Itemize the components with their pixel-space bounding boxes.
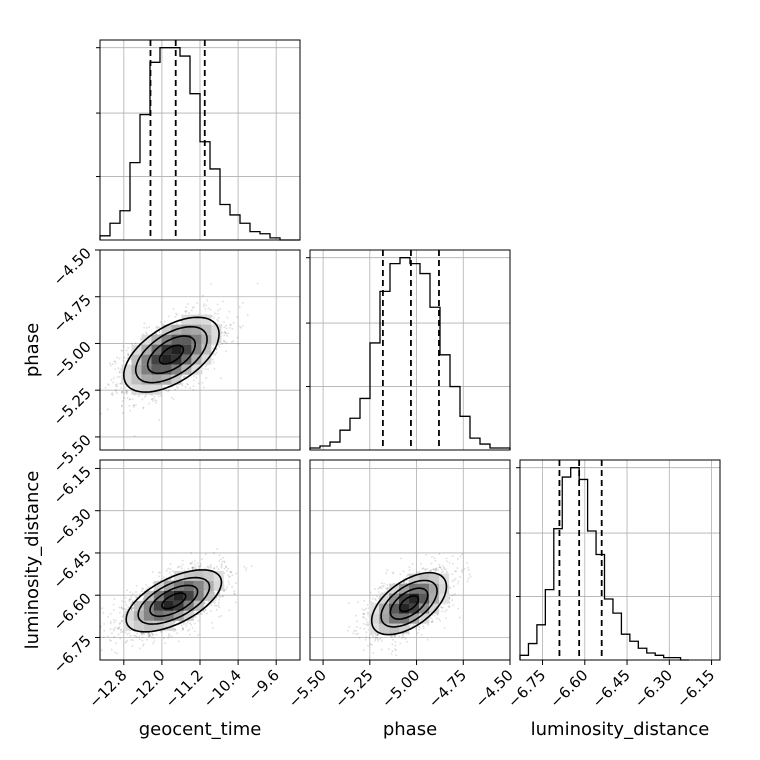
panel-frame (309, 249, 511, 451)
y-tick-label: −4.75 (50, 291, 95, 336)
contour-3 (370, 571, 448, 636)
contour-0 (398, 595, 420, 613)
y-tick-label: −6.45 (50, 547, 95, 592)
x-tick-label: −5.00 (378, 666, 423, 711)
joint-panel-geocent_time-vs-luminosity_distance (99, 459, 301, 661)
x-tick-label: −9.6 (245, 666, 283, 704)
y-tick-label: −5.25 (50, 384, 95, 429)
hist-panel-luminosity_distance (516, 459, 721, 661)
panel-frame (519, 459, 721, 661)
histogram-phase (309, 257, 511, 450)
contour-1 (146, 335, 197, 375)
y-axis-label-luminosity_distance: luminosity_distance (22, 471, 43, 650)
y-tick-label: −5.00 (50, 338, 95, 383)
y-tick-label: −6.30 (50, 505, 95, 550)
x-tick-label: −10.4 (200, 666, 245, 711)
contour-2 (380, 579, 438, 628)
x-tick-label: −6.60 (546, 666, 591, 711)
x-axis-label-phase: phase (383, 719, 437, 740)
x-tick-label: −12.8 (85, 666, 130, 711)
panel-frame (99, 39, 301, 241)
y-tick-label: −6.60 (50, 589, 95, 634)
contour-1 (389, 587, 429, 620)
panel-frame (309, 459, 511, 661)
x-tick-label: −5.50 (285, 666, 330, 711)
contour-3 (125, 569, 223, 633)
y-tick-label: −6.75 (50, 632, 95, 677)
x-tick-label: −4.75 (425, 666, 470, 711)
joint-panel-phase-vs-luminosity_distance (309, 459, 511, 661)
x-axis-label-geocent_time: geocent_time (139, 719, 262, 740)
hist-panel-phase (306, 249, 511, 451)
x-tick-label: −6.45 (589, 666, 634, 711)
density-cells (121, 314, 222, 395)
contour-1 (149, 584, 199, 618)
x-tick-label: −5.25 (331, 666, 376, 711)
y-tick-label: −4.50 (50, 244, 95, 289)
panel-frame (99, 249, 301, 451)
joint-panel-geocent_time-vs-phase (99, 249, 301, 451)
contour-0 (158, 344, 185, 365)
histogram-luminosity_distance (519, 467, 690, 661)
histogram-geocent_time (99, 47, 300, 241)
x-tick-label: −11.2 (162, 666, 207, 711)
y-axis-label-phase: phase (22, 323, 43, 377)
contour-2 (137, 576, 211, 625)
contour-2 (134, 325, 208, 384)
x-tick-label: −6.15 (673, 666, 718, 711)
x-tick-label: −6.30 (631, 666, 676, 711)
x-tick-label: −6.75 (504, 666, 549, 711)
hist-panel-geocent_time (96, 39, 301, 241)
contour-0 (161, 592, 187, 610)
contour-3 (122, 316, 220, 393)
x-axis-label-luminosity_distance: luminosity_distance (531, 719, 710, 740)
x-tick-label: −12.0 (124, 666, 169, 711)
